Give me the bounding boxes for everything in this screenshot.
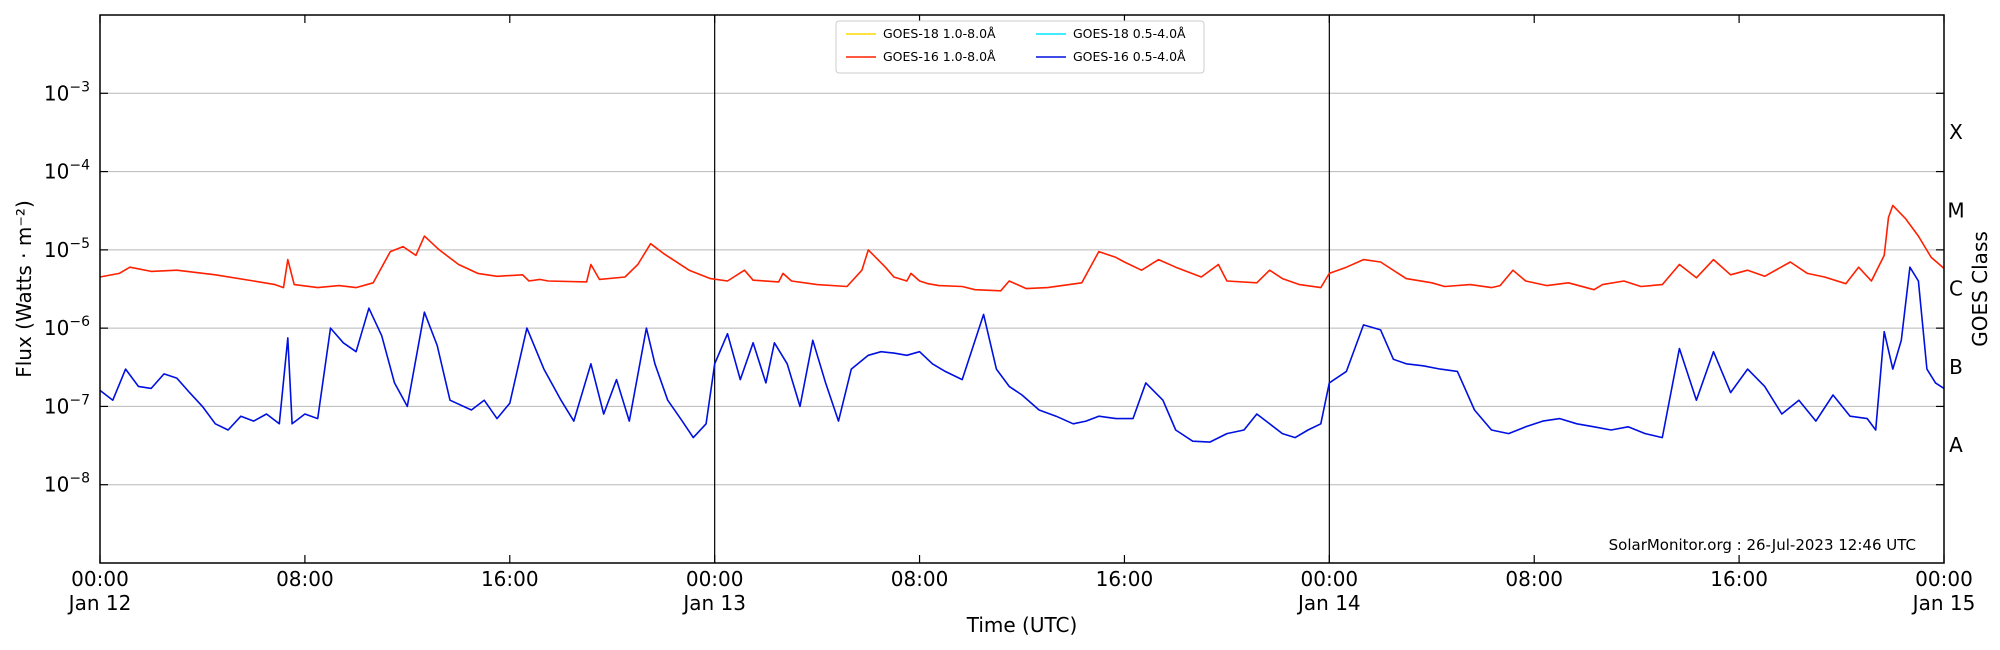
footer-stamp: SolarMonitor.org : 26-Jul-2023 12:46 UTC (1609, 536, 1916, 554)
y-tick-label-base: 10 (44, 160, 69, 184)
goes-class-labels: X M C B A (1947, 120, 1964, 457)
x-axis-title: Time (UTC) (966, 613, 1078, 637)
y-tick-label: 10−8 (44, 471, 90, 497)
y-tick-label: 10−3 (44, 79, 90, 105)
y-tick-label: 10−6 (44, 314, 90, 340)
y-tick-label-exponent: −8 (69, 471, 90, 487)
legend-items: GOES-18 1.0-8.0Å GOES-16 1.0-8.0Å GOES-18 … (846, 26, 1186, 64)
y-tick-label-exponent: −3 (69, 79, 90, 95)
y-tick-label-exponent: −5 (69, 236, 90, 252)
series-lines (99, 204, 1945, 443)
plot-frame (99, 14, 1945, 564)
x-tick-label-date: Jan 13 (681, 591, 746, 615)
y-tick-label-base: 10 (44, 238, 69, 262)
y-tick-label-exponent: −7 (69, 392, 90, 408)
y-tick-label: 10−4 (44, 158, 90, 184)
x-tick-label-time: 16:00 (1710, 567, 1768, 591)
legend: GOES-18 1.0-8.0Å GOES-16 1.0-8.0Å GOES-18 … (835, 20, 1205, 74)
y-tick-label: 10−7 (44, 392, 90, 418)
x-tick-label-time: 08:00 (1505, 567, 1563, 591)
y-tick-label-base: 10 (44, 316, 69, 340)
y-tick-label: 10−5 (44, 236, 90, 262)
x-tick-label-time: 00:00 (71, 567, 129, 591)
x-tick-label-time: 00:00 (686, 567, 744, 591)
legend-label: GOES-18 1.0-8.0Å (883, 26, 996, 41)
x-tick-label-time: 08:00 (276, 567, 334, 591)
goes-class-label: A (1949, 433, 1963, 457)
goes-class-label: M (1947, 198, 1964, 222)
goes-class-label: X (1949, 120, 1963, 144)
y2-axis-title: GOES Class (1968, 231, 1992, 347)
x-tick-label-date: Jan 12 (67, 591, 132, 615)
x-tick-label-time: 16:00 (1096, 567, 1154, 591)
x-tick-label-time: 00:00 (1915, 567, 1973, 591)
x-tick-label-date: Jan 14 (1296, 591, 1361, 615)
y-tick-label-base: 10 (44, 473, 69, 497)
legend-label: GOES-16 0.5-4.0Å (1073, 49, 1186, 64)
x-tick-label-time: 00:00 (1301, 567, 1359, 591)
y-tick-label-exponent: −4 (69, 158, 90, 174)
x-tick-label-time: 16:00 (481, 567, 539, 591)
y-tick-label-exponent: −6 (69, 314, 90, 330)
y-tick-label-base: 10 (44, 81, 69, 105)
x-tick-label-time: 08:00 (891, 567, 949, 591)
y-tick-label-base: 10 (44, 394, 69, 418)
y-axis-title: Flux (Watts · m⁻²) (12, 200, 36, 378)
goes-class-label: B (1949, 355, 1963, 379)
legend-label: GOES-16 1.0-8.0Å (883, 49, 996, 64)
series-line-3 (99, 266, 1945, 443)
day-boundaries (714, 15, 1330, 563)
series-line-1 (99, 204, 1945, 292)
x-tick-label-date: Jan 15 (1911, 591, 1976, 615)
legend-box (835, 20, 1205, 74)
goes-class-label: C (1949, 277, 1963, 301)
legend-label: GOES-18 0.5-4.0Å (1073, 26, 1186, 41)
